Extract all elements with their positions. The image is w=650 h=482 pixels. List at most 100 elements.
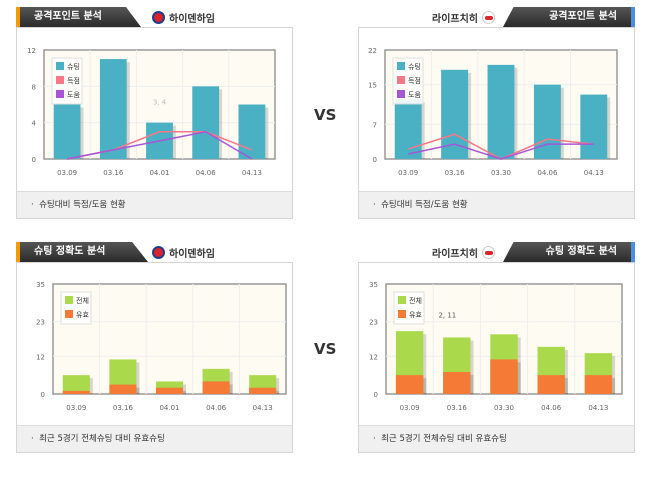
bar-슈팅 [394, 99, 422, 159]
leipzig-logo-icon [482, 245, 495, 259]
y-tick-label: 7 [373, 121, 377, 129]
tooltip: 2, 11 [438, 311, 456, 319]
vs-label: VS [314, 106, 337, 124]
legend-swatch [397, 62, 405, 70]
bar-슈팅 [580, 94, 608, 159]
legend-label: 슈팅 [408, 62, 421, 71]
team-label-heidenheim: 하이덴하임 [152, 242, 215, 262]
legend-label: 유효 [76, 311, 89, 319]
x-tick-label: 03.09 [400, 404, 420, 412]
bar-유효 [249, 387, 277, 394]
footer-text: 슈팅대비 득점/도움 현황 [381, 200, 468, 210]
bar-슈팅 [53, 104, 81, 159]
heidenheim-logo-icon [152, 245, 165, 259]
legend-swatch [56, 62, 64, 70]
y-tick-label: 23 [369, 319, 378, 327]
x-tick-label: 03.09 [66, 404, 86, 412]
legend-swatch [398, 296, 406, 304]
legend-label: 전체 [409, 296, 422, 305]
y-tick-label: 4 [32, 120, 37, 128]
x-tick-label: 04.13 [242, 169, 262, 177]
team-label-heidenheim: 하이덴하임 [152, 7, 215, 27]
y-tick-label: 0 [41, 391, 45, 399]
bar-유효 [395, 375, 424, 394]
footer-text: 슈팅대비 득점/도움 현황 [39, 200, 126, 210]
vs-label: VS [314, 340, 337, 358]
x-tick-label: 03.30 [491, 169, 511, 177]
plot-area [52, 283, 287, 395]
x-tick-label: 03.16 [445, 169, 466, 177]
bar-유효 [62, 390, 90, 394]
y-tick-label: 0 [32, 156, 36, 164]
line-도움 [408, 143, 594, 160]
legend-label: 도움 [67, 91, 80, 99]
x-tick-label: 03.09 [57, 169, 77, 177]
panel-footer: · 슈팅대비 득점/도움 현황 [359, 191, 634, 218]
line-도움 [66, 130, 253, 160]
bar-유효 [443, 372, 471, 394]
x-tick-label: 03.16 [447, 404, 468, 412]
bar-슈팅 [99, 59, 127, 160]
panel-footer: · 최근 5경기 전체슈팅 대비 유효슈팅 [359, 425, 634, 452]
panel-tab-leipzig-accuracy: 슈팅 정확도 분석 [503, 242, 635, 262]
legend-label: 득점 [408, 77, 421, 85]
y-tick-label: 12 [36, 353, 45, 361]
x-tick-label: 03.30 [494, 404, 514, 412]
legend-swatch [397, 90, 405, 98]
legend-label: 슈팅 [67, 62, 80, 71]
legend-swatch [56, 90, 64, 98]
y-tick-label: 35 [36, 281, 45, 289]
footer-text: 최근 5경기 전체슈팅 대비 유효슈팅 [39, 434, 165, 444]
legend-label: 도움 [408, 91, 421, 99]
y-tick-label: 12 [369, 353, 378, 361]
bar-유효 [109, 384, 137, 394]
legend-label: 득점 [67, 77, 80, 85]
tooltip: 3, 4 [153, 99, 167, 107]
legend-swatch [56, 76, 64, 84]
legend-swatch [65, 296, 73, 304]
bar-유효 [490, 359, 518, 394]
bar-유효 [202, 381, 230, 394]
panel-tab-heidenheim-attack: 공격포인트 분석 [16, 7, 141, 27]
team-label-leipzig: 라이프치히 [432, 242, 495, 262]
panel-footer: · 슈팅대비 득점/도움 현황 [17, 191, 292, 218]
x-tick-label: 04.13 [588, 404, 608, 412]
leipzig-logo-icon [482, 10, 495, 24]
bar-유효 [584, 375, 613, 394]
legend-swatch [398, 310, 406, 318]
x-tick-label: 03.16 [113, 404, 134, 412]
x-tick-label: 04.13 [584, 169, 604, 177]
x-tick-label: 04.06 [206, 404, 227, 412]
y-tick-label: 35 [369, 281, 378, 289]
heidenheim-logo-icon [152, 10, 165, 24]
x-tick-label: 04.06 [196, 169, 217, 177]
x-tick-label: 04.01 [159, 404, 179, 412]
x-tick-label: 03.09 [398, 169, 418, 177]
y-tick-label: 15 [368, 82, 377, 90]
footer-text: 최근 5경기 전체슈팅 대비 유효슈팅 [381, 434, 507, 444]
bar-유효 [537, 375, 565, 394]
y-tick-label: 8 [32, 83, 36, 91]
x-tick-label: 04.06 [537, 169, 558, 177]
legend-swatch [397, 76, 405, 84]
team-name: 하이덴하임 [169, 248, 215, 260]
team-name: 라이프치히 [432, 248, 478, 260]
team-name: 하이덴하임 [169, 13, 215, 25]
panel-tab-heidenheim-accuracy: 슈팅 정확도 분석 [16, 242, 148, 262]
team-name: 라이프치히 [432, 13, 478, 25]
x-tick-label: 04.13 [253, 404, 273, 412]
x-tick-label: 04.06 [541, 404, 562, 412]
panel-footer: · 최근 5경기 전체슈팅 대비 유효슈팅 [17, 425, 292, 452]
bar-유효 [155, 387, 184, 394]
y-tick-label: 23 [36, 319, 45, 327]
y-tick-label: 0 [374, 391, 378, 399]
bar-슈팅 [487, 64, 515, 159]
legend-label: 유효 [409, 311, 422, 319]
legend-label: 전체 [76, 296, 89, 305]
x-tick-label: 03.16 [103, 169, 124, 177]
legend-swatch [65, 310, 73, 318]
y-tick-label: 12 [27, 47, 36, 55]
